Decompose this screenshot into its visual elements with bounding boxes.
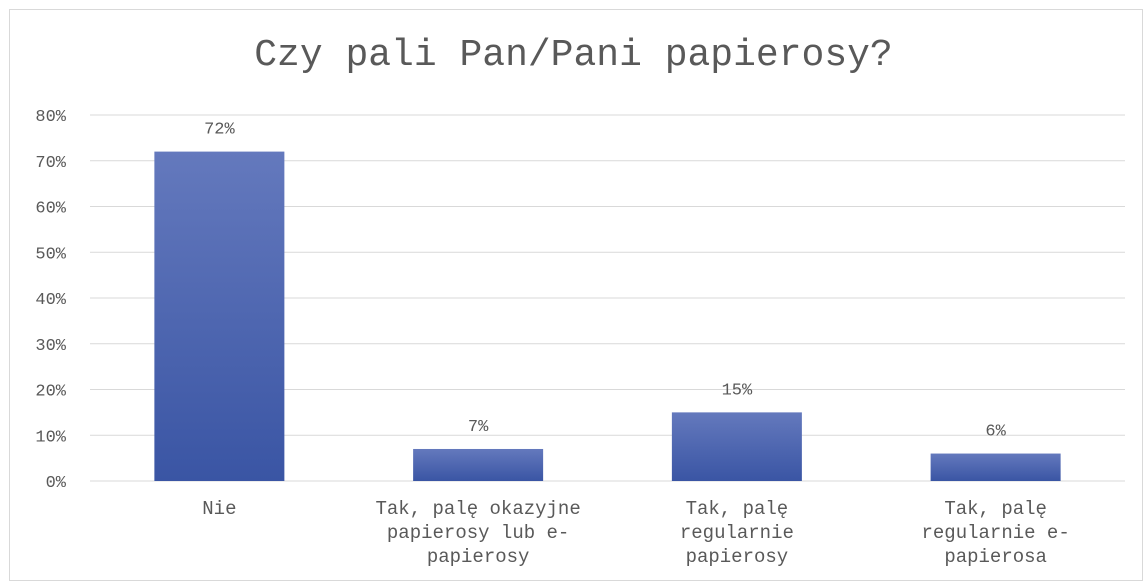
y-tick-label: 30%: [35, 337, 66, 356]
bar: [930, 453, 1061, 481]
bars: [154, 151, 1061, 481]
x-tick-label-line: papierosy: [427, 546, 530, 568]
x-tick-label-line: Tak, palę: [944, 498, 1047, 520]
x-tick-label-line: Nie: [202, 498, 236, 520]
x-tick-label: Tak, palę regularnie e-papierosa: [922, 498, 1070, 568]
x-tick-label: Tak, palę regularnie papierosy: [680, 498, 794, 568]
bar: [154, 151, 285, 481]
bar: [671, 412, 802, 481]
y-tick-label: 10%: [35, 428, 66, 447]
x-tick-label: Nie: [202, 498, 236, 520]
y-tick-label: 0%: [46, 474, 67, 493]
y-tick-label: 80%: [35, 108, 66, 127]
x-tick-label-line: regularnie e-: [922, 522, 1070, 544]
x-tick-label: Tak, palę okazyjne papierosy lub e-papier…: [376, 498, 581, 568]
bar-value-label: 15%: [722, 381, 753, 400]
y-tick-label: 70%: [35, 154, 66, 173]
y-axis-ticks: 0% 10% 20% 30% 40% 50% 60% 70% 80%: [35, 108, 66, 493]
x-tick-label-line: Tak, palę: [686, 498, 789, 520]
bar-value-label: 72%: [204, 121, 235, 140]
x-axis-labels: Nie Tak, palę okazyjne papierosy lub e-pap…: [202, 498, 1069, 568]
y-tick-label: 60%: [35, 200, 66, 219]
bar-value-label: 6%: [985, 423, 1006, 442]
bar-value-label: 7%: [468, 418, 489, 437]
chart-title: Czy pali Pan/Pani papierosy?: [254, 34, 893, 77]
x-tick-label-line: papierosa: [944, 546, 1047, 568]
x-tick-label-line: regularnie: [680, 522, 794, 544]
bar: [413, 448, 544, 481]
y-tick-label: 40%: [35, 291, 66, 310]
y-tick-label: 20%: [35, 383, 66, 402]
value-labels: 72% 7% 15% 6%: [204, 121, 1007, 442]
y-tick-label: 50%: [35, 245, 66, 264]
x-tick-label-line: Tak, palę okazyjne: [376, 498, 581, 520]
x-tick-label-line: papierosy lub e-: [387, 522, 569, 544]
x-tick-label-line: papierosy: [686, 546, 789, 568]
